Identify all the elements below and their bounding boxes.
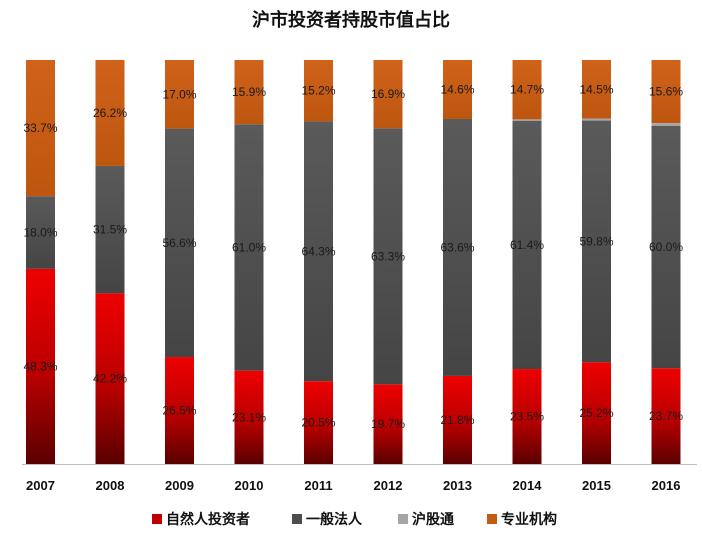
bar-segment-2012-s3 — [373, 60, 403, 129]
x-axis-ticks: 2007 2008 2009 2010 2011 2012 2013 2014 2015 2016 — [26, 478, 680, 493]
data-label-2012-s1: 63.3% — [371, 249, 405, 263]
bar-segment-2008-s0 — [95, 293, 125, 464]
bar-segment-2013-s0 — [443, 375, 472, 464]
data-label-2009-s1: 56.6% — [162, 236, 196, 250]
bar-segment-2015-s1 — [582, 120, 611, 363]
data-label-2012-s0: 19.7% — [371, 417, 405, 431]
bar-segment-2016-s0 — [651, 368, 681, 464]
bar-segment-2010-s1 — [234, 124, 264, 371]
data-label-2007-s1: 18.0% — [23, 226, 57, 240]
bar-segment-2014-s2 — [512, 119, 542, 122]
x-tick-2013: 2013 — [443, 478, 472, 493]
x-tick-2009: 2009 — [165, 478, 194, 493]
data-label-2008-s1: 31.5% — [93, 223, 127, 237]
data-label-2007-s3: 33.7% — [23, 121, 57, 135]
data-label-2013-s3: 14.6% — [440, 82, 474, 96]
bar-segment-2009-s1 — [165, 128, 194, 358]
x-tick-2007: 2007 — [26, 478, 55, 493]
bar-segment-2013-s1 — [443, 118, 472, 376]
data-label-2015-s3: 14.5% — [579, 82, 613, 96]
data-label-2009-s0: 26.5% — [162, 404, 196, 418]
bar-segment-2011-s0 — [304, 381, 333, 464]
data-label-2016-s3: 15.6% — [649, 85, 683, 99]
data-label-2012-s3: 16.9% — [371, 87, 405, 101]
legend-label-s0: 自然人投资者 — [166, 511, 250, 528]
bar-segment-2015-s2 — [582, 118, 611, 121]
data-label-2011-s1: 64.3% — [301, 244, 335, 258]
data-label-2013-s0: 21.8% — [440, 413, 474, 427]
x-tick-2015: 2015 — [582, 478, 611, 493]
legend-swatch-s2 — [398, 514, 408, 524]
x-tick-2012: 2012 — [374, 478, 403, 493]
data-label-2014-s3: 14.7% — [510, 83, 544, 97]
legend-swatch-s1 — [292, 514, 302, 524]
bar-segment-2015-s3 — [582, 60, 611, 119]
bar-segment-2016-s2 — [651, 123, 681, 126]
bar-segment-2015-s0 — [582, 362, 611, 464]
x-tick-2008: 2008 — [96, 478, 125, 493]
x-tick-2014: 2014 — [513, 478, 543, 493]
bar-segment-2007-s1 — [26, 196, 55, 269]
data-label-2008-s0: 42.2% — [93, 372, 127, 386]
bar-segment-2008-s1 — [95, 165, 125, 294]
legend-label-s2: 沪股通 — [412, 511, 454, 528]
bar-segment-2010-s3 — [234, 60, 264, 125]
data-label-2016-s0: 23.7% — [649, 409, 683, 423]
data-label-2008-s3: 26.2% — [93, 106, 127, 120]
data-label-2010-s1: 61.0% — [232, 240, 266, 254]
data-label-2007-s0: 48.3% — [23, 359, 57, 373]
bar-segment-2011-s1 — [304, 121, 333, 382]
bar-segment-2010-s0 — [234, 370, 264, 464]
data-label-2010-s3: 15.9% — [232, 85, 266, 99]
plot-area — [26, 60, 681, 464]
data-label-2015-s0: 25.2% — [579, 406, 613, 420]
data-label-2014-s1: 61.4% — [510, 238, 544, 252]
data-label-2015-s1: 59.8% — [579, 234, 613, 248]
bar-segment-2009-s3 — [165, 60, 194, 129]
bar-segment-2016-s3 — [651, 60, 681, 124]
data-label-2014-s0: 23.5% — [510, 410, 544, 424]
bar-segment-2013-s3 — [443, 60, 472, 119]
bar-segment-2009-s0 — [165, 357, 194, 464]
data-labels: 48.3% 18.0% 33.7% 42.2% 31.5% 26.2% 26.5% 56.6%… — [23, 82, 683, 431]
chart-title: 沪市投资者持股市值占比 — [252, 9, 450, 31]
bar-segment-2007-s0 — [26, 268, 55, 464]
data-label-2011-s0: 20.5% — [301, 416, 335, 430]
data-label-2009-s3: 17.0% — [162, 87, 196, 101]
x-tick-2011: 2011 — [304, 478, 332, 493]
x-tick-2010: 2010 — [235, 478, 264, 493]
bar-segment-2014-s0 — [512, 369, 542, 464]
data-label-2011-s3: 15.2% — [301, 84, 335, 98]
legend-swatch-s3 — [487, 514, 497, 524]
data-label-2016-s1: 60.0% — [649, 240, 683, 254]
bar-segment-2008-s3 — [95, 60, 125, 166]
x-tick-2016: 2016 — [652, 478, 681, 493]
bar-segment-2014-s3 — [512, 60, 542, 120]
bar-segment-2012-s0 — [373, 384, 403, 464]
legend-label-s1: 一般法人 — [306, 511, 363, 528]
bar-segment-2011-s3 — [304, 60, 333, 122]
bar-segment-2007-s3 — [26, 60, 55, 197]
bar-segment-2016-s1 — [651, 125, 681, 369]
legend: 自然人投资者 一般法人 沪股通 专业机构 — [152, 511, 557, 528]
bar-segment-2012-s1 — [373, 128, 403, 385]
data-label-2010-s0: 23.1% — [232, 410, 266, 424]
bar-segment-2014-s1 — [512, 121, 542, 370]
legend-label-s3: 专业机构 — [501, 511, 557, 528]
data-label-2013-s1: 63.6% — [440, 240, 474, 254]
legend-swatch-s0 — [152, 514, 162, 524]
